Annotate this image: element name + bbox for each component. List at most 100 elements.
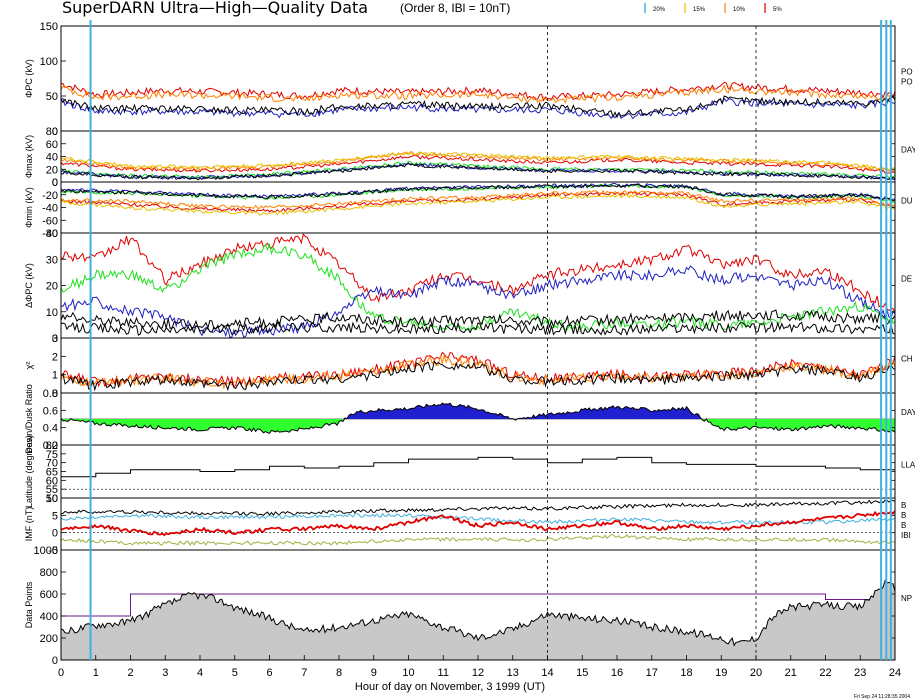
y-tick-label: 60	[46, 475, 58, 487]
y-tick-label: 30	[46, 254, 58, 266]
x-tick-label: 10	[402, 667, 414, 679]
timestamp: Fri Sep 24 11:28:35 2004	[854, 694, 910, 700]
right-label: IBl	[901, 531, 911, 540]
y-tick-label: 1000	[34, 545, 58, 557]
y-tick-label: 80	[46, 440, 58, 452]
y-tick-label: 0.4	[43, 423, 58, 435]
y-tick-label: 10	[46, 493, 58, 505]
dawn-fill	[61, 403, 895, 419]
legend-label: 10%	[733, 7, 746, 13]
y-axis-label: χ²	[24, 362, 34, 370]
right-label: DE	[901, 275, 912, 284]
y-tick-label: 200	[40, 633, 58, 645]
y-tick-label: 400	[40, 611, 58, 623]
x-tick-label: 14	[541, 667, 553, 679]
x-tick-label: 8	[336, 667, 342, 679]
y-tick-label: 0	[52, 177, 58, 189]
series-line-red	[61, 154, 895, 174]
y-tick-label: 65	[46, 467, 58, 479]
y-tick-label: 800	[40, 567, 58, 579]
y-tick-label: 80	[46, 126, 58, 138]
x-tick-label: 2	[127, 667, 133, 679]
x-tick-label: 9	[371, 667, 377, 679]
plot-area	[61, 233, 895, 338]
chart-subtitle: (Order 8, IBl = 10nT)	[400, 1, 510, 15]
y-tick-label: 0	[52, 528, 58, 540]
series-line-yellow	[61, 193, 895, 216]
y-tick-label: 0	[52, 126, 58, 138]
plot-area	[61, 456, 895, 490]
y-tick-label: 70	[46, 458, 58, 470]
y-axis-label: Φmax (kV)	[24, 135, 34, 178]
panel-phi_min: -80-60-40-200 Φmin (kV) DU	[24, 177, 913, 240]
x-tick-label: 1	[93, 667, 99, 679]
panel-dphi: 0 10 20 30 40 ΔΦPC (kV) DE	[24, 228, 912, 345]
plot-area	[61, 182, 895, 216]
series-line-black	[61, 320, 895, 337]
y-tick-label: 600	[40, 589, 58, 601]
right-label: B	[901, 511, 906, 520]
x-tick-label: 11	[438, 667, 449, 679]
y-tick-label: 60	[46, 139, 58, 151]
x-tick-label: 4	[197, 667, 203, 679]
x-tick-label: 23	[854, 667, 866, 679]
x-tick-label: 15	[576, 667, 588, 679]
y-tick-label: 100	[40, 56, 58, 68]
y-axis-label: Latitude (degrees)	[24, 435, 34, 508]
plot-area	[61, 579, 895, 660]
right-label: DU	[901, 197, 913, 206]
dusk-fill	[61, 419, 895, 434]
series-line-red	[61, 233, 895, 313]
series-line-black	[61, 456, 895, 478]
y-tick-label: 55	[46, 484, 58, 496]
y-tick-label: 75	[46, 449, 58, 461]
y-tick-label: 0	[52, 333, 58, 345]
y-axis-label: IMF (nT)	[24, 507, 34, 542]
y-axis-label: Φmin (kV)	[24, 187, 34, 228]
right-label: PO	[901, 78, 913, 87]
y-tick-label: 40	[46, 228, 58, 240]
y-axis-label: ΦPC (kV)	[24, 59, 34, 98]
series-line-cyan	[61, 512, 895, 525]
percent-legend: 20% 15% 10% 5%	[644, 3, 782, 13]
y-tick-label: 20	[46, 281, 58, 293]
plot-area	[61, 81, 895, 120]
right-label: PO	[901, 68, 913, 77]
y-tick-label: 20	[46, 164, 58, 176]
series-line-black	[61, 309, 895, 331]
x-tick-label: 18	[680, 667, 692, 679]
y-tick-label: 0	[52, 388, 58, 400]
series-line-red	[61, 510, 895, 537]
plot-area	[61, 499, 895, 546]
x-axis-label: Hour of day on November, 3 1999 (UT)	[355, 681, 545, 693]
y-tick-label: -5	[48, 545, 58, 557]
right-label: DAY	[901, 408, 915, 417]
series-line-black	[61, 499, 895, 517]
series-line-red	[61, 351, 895, 388]
y-tick-label: 50	[46, 493, 58, 505]
y-tick-label: 10	[46, 307, 58, 319]
legend-label: 15%	[693, 7, 706, 13]
y-axis-label: Data Points	[24, 581, 34, 628]
x-tick-label: 16	[611, 667, 623, 679]
y-axis-label: Dawn/Dusk Ratio	[24, 384, 34, 454]
legend-label: 5%	[773, 7, 782, 13]
panel-frame	[60, 444, 896, 499]
x-axis: 0 1 2 3 4 5 6 7 8 9 10 11 12 13 14 15 16 17 18 19 20 21 22 23 24	[58, 20, 901, 679]
series-line-blue	[61, 265, 895, 338]
series-line-orange	[61, 189, 895, 209]
y-tick-label: 0.2	[43, 440, 58, 452]
x-tick-label: 21	[785, 667, 797, 679]
right-label: DAY	[901, 146, 915, 155]
chart-title: SuperDARN Ultra—High—Quality Data	[62, 0, 368, 17]
panel-chi2: 0 1 2 3 χ² CH	[24, 333, 913, 400]
right-label: NP	[901, 594, 912, 603]
x-tick-label: 3	[162, 667, 168, 679]
y-tick-label: -60	[42, 215, 58, 227]
x-tick-label: 7	[301, 667, 307, 679]
